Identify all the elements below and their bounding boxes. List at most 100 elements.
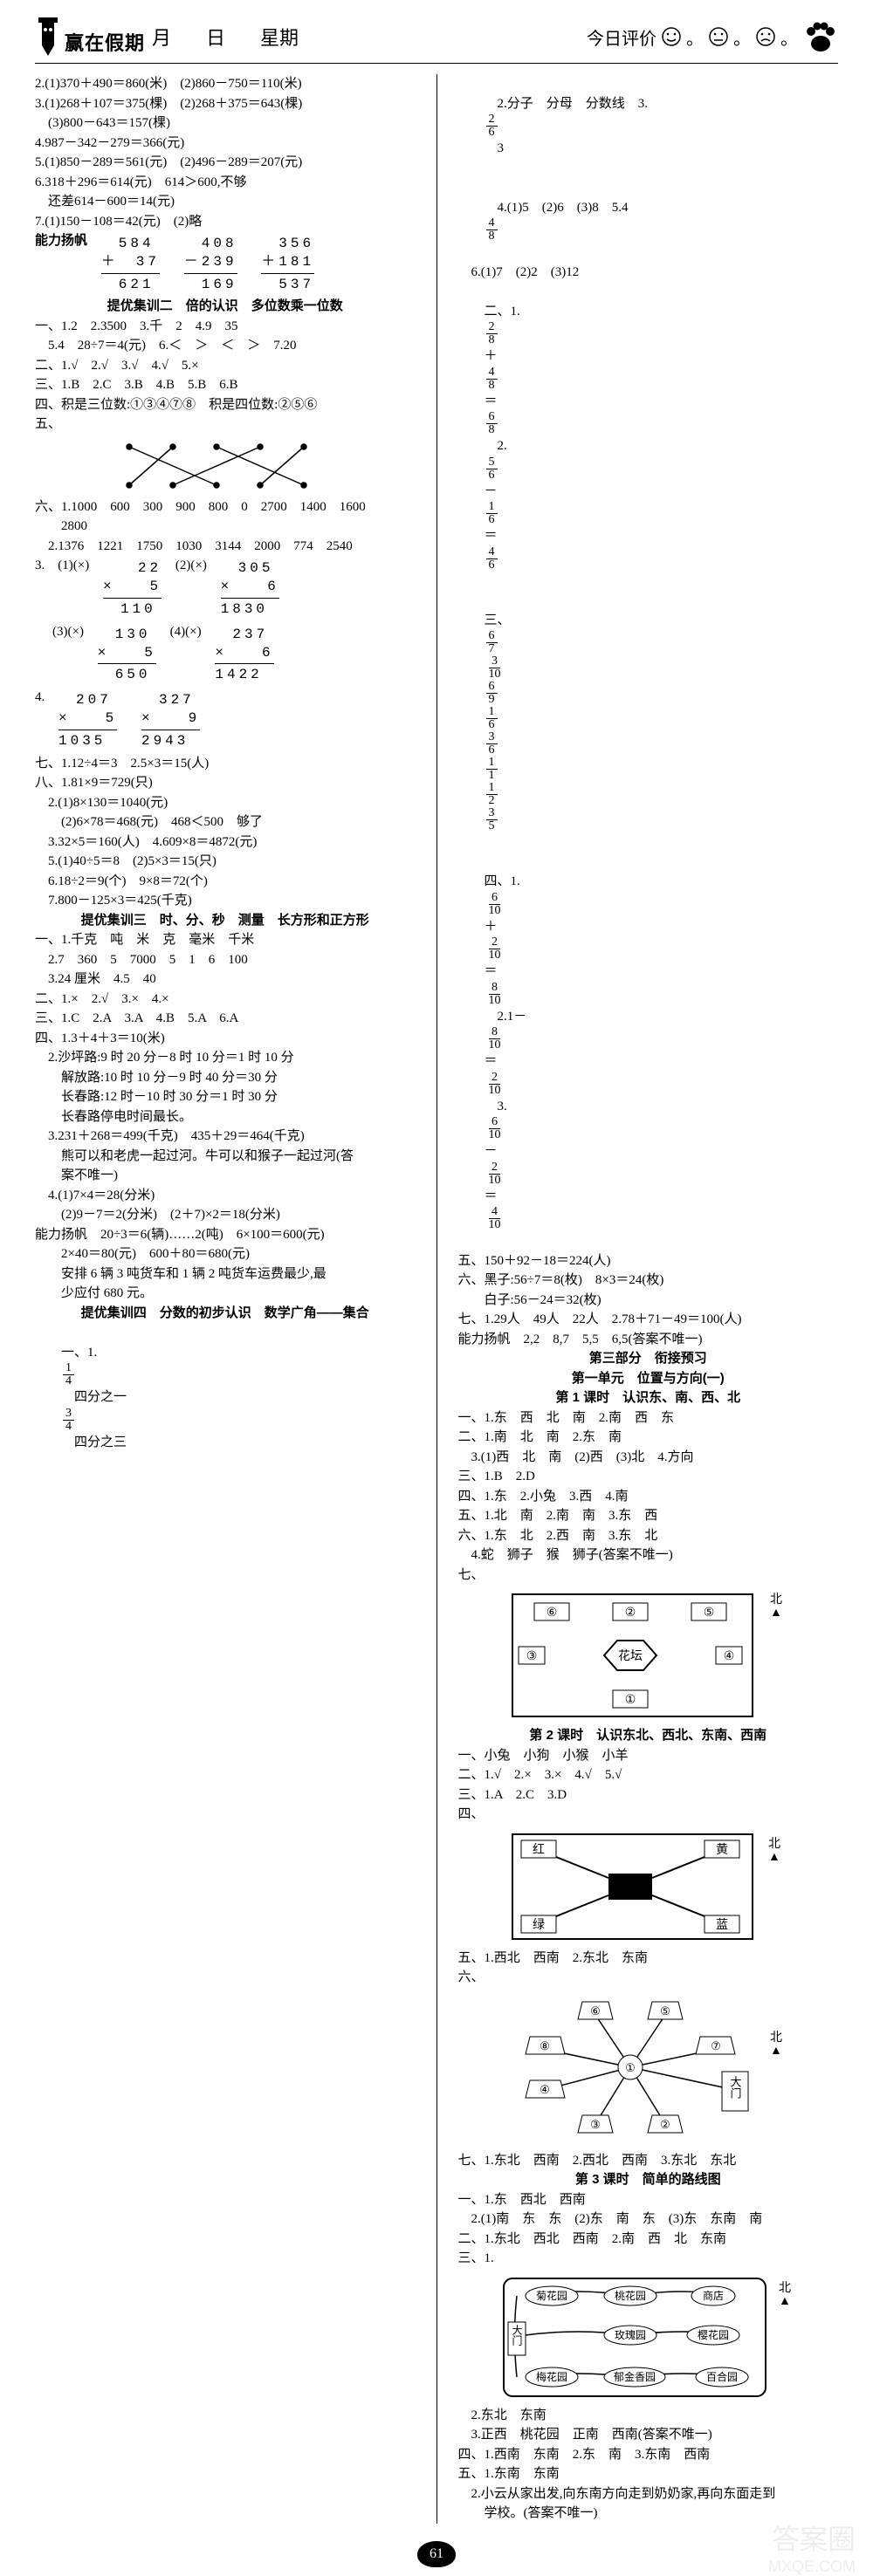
pre: 2.1－ xyxy=(485,1010,527,1024)
logo: 赢在假期 xyxy=(35,17,145,56)
frac-line: 一、1. 14 四分之一 34 四分之三 xyxy=(35,1323,416,1472)
vc-label: (3)(×) xyxy=(52,625,84,639)
text-line: 2×40＝80(元) 600＋80＝680(元) xyxy=(35,1244,416,1264)
dot2: 。 xyxy=(733,24,751,50)
node-label: ④ xyxy=(540,2083,550,2096)
fraction: 69 xyxy=(486,681,498,706)
fraction: 35 xyxy=(486,807,498,832)
text-line: 六、1.1000 600 300 900 800 0 2700 1400 160… xyxy=(35,497,416,517)
text-line: 2.7 360 5 7000 5 1 6 100 xyxy=(35,950,416,970)
text-line: 2800 xyxy=(35,517,416,537)
vc-row: × 5 xyxy=(58,709,117,728)
eq: ＝ xyxy=(485,964,498,978)
fraction: 26 xyxy=(486,113,498,139)
text-line: 一、1.东 西北 西南 xyxy=(458,2190,839,2210)
fraction: 48 xyxy=(486,367,498,392)
vc-rule xyxy=(221,598,279,599)
lines-top: 2.(1)370＋490＝860(米) (2)860－750＝110(米) 3.… xyxy=(35,74,416,231)
fraction: 14 xyxy=(63,1362,74,1387)
fraction: 46 xyxy=(486,546,498,572)
text-line: 6.(1)7 (2)2 (3)12 xyxy=(458,263,839,283)
text-line: 2.1376 1221 1750 1030 3144 2000 774 2540 xyxy=(35,537,416,557)
pre: 3. xyxy=(485,1100,507,1113)
vertical-calc: 327 × 9 2943 xyxy=(141,691,200,750)
frac-line: 2.分子 分母 分数线 3. 26 3 xyxy=(458,74,839,178)
text-line: 3.32×5＝160(人) 4.609×8＝4872(元) xyxy=(35,832,416,853)
vc-label: (2)(×) xyxy=(175,558,207,572)
op: ＋ xyxy=(485,920,498,934)
text-line: 还差614－600＝14(元) xyxy=(35,192,416,212)
text-line: 3.24 厘米 4.5 40 xyxy=(35,969,416,990)
op: － xyxy=(485,1144,498,1158)
fraction: 28 xyxy=(486,321,498,346)
text-line: 能力扬帆 2,2 8,7 5,5 6,5(答案不唯一) xyxy=(458,1330,839,1350)
vc-label: (4)(×) xyxy=(170,625,202,639)
text-line: 五、150＋92－18＝224(人) xyxy=(458,1251,839,1271)
vc-row: ＋181 xyxy=(261,253,314,271)
column-divider xyxy=(436,74,437,2524)
text-line: 一、1.东 西 北 南 2.南 西 东 xyxy=(458,1408,839,1428)
node-label: ② xyxy=(660,2118,670,2131)
vertical-calc: 22 × 5 110 xyxy=(103,559,162,618)
text-line: 二、1.南 北 南 2.东 南 xyxy=(458,1428,839,1448)
lesson2-title: 第 2 课时 认识东北、西北、东南、西南 xyxy=(458,1726,839,1746)
text-line: 一、1.千克 吨 米 克 毫米 千米 xyxy=(35,930,416,950)
flowerbed-diagram: 北 ▲ ⑥ ② ⑤ ③ 花坛 ④ ① xyxy=(508,1590,787,1721)
map-label: 郁金香园 xyxy=(614,2370,656,2383)
map-label: 玫瑰园 xyxy=(615,2328,646,2341)
text-line: 6.318＋296＝614(元) 614＞600,不够 xyxy=(35,173,416,193)
fraction: 12 xyxy=(486,782,498,807)
fraction: 16 xyxy=(486,501,498,526)
vc-row: 327 xyxy=(141,691,200,709)
fraction: 36 xyxy=(486,731,498,757)
sad-face-icon xyxy=(756,27,775,46)
text-line: 熊可以和老虎一起过河。牛可以和猴子一起过河(答 xyxy=(35,1147,416,1167)
lesson1-title: 第 1 课时 认识东、南、西、北 xyxy=(458,1388,839,1408)
text-line: 三、1.B 2.D xyxy=(458,1467,839,1487)
text-line: 六、1.东 北 2.西 南 3.东 北 xyxy=(458,1526,839,1546)
text-line: 三、1.A 2.C 3.D xyxy=(458,1785,839,1805)
text-line: 二、1.× 2.√ 3.× 4.× xyxy=(35,990,416,1010)
text-line: 2.东北 东南 xyxy=(458,2406,839,2426)
section3-title: 提优集训三 时、分、秒 测量 长方形和正方形 xyxy=(35,911,416,931)
logo-text: 赢在假期 xyxy=(65,28,145,56)
op: － xyxy=(485,484,498,498)
map-label: 菊花园 xyxy=(536,2289,567,2302)
vc-row: 22 xyxy=(103,559,162,578)
left-column: 2.(1)370＋490＝860(米) (2)860－750＝110(米) 3.… xyxy=(35,74,416,2524)
vc-label: 4. xyxy=(35,690,45,704)
text-line: 七、1.29人 49人 22人 2.78＋71－49＝100(人) xyxy=(458,1310,839,1330)
text-line: 七、1.12÷4＝3 2.5×3＝15(人) xyxy=(35,754,416,774)
vertical-calc: 207 × 5 1035 xyxy=(58,691,117,750)
text-line: 6.18÷2＝9(个) 9×8＝72(个) xyxy=(35,872,416,892)
vc-row: 1422 xyxy=(215,666,273,684)
text-line: 四、1.3＋4＋3＝10(米) xyxy=(35,1029,416,1049)
text-line: 3.正西 桃花园 正南 西南(答案不唯一) xyxy=(458,2425,839,2445)
text-line: 4.蛇 狮子 猴 狮子(答案不唯一) xyxy=(458,1545,839,1565)
eq-line: 四、1. 610 ＋ 210 ＝ 810 2.1－ 810 ＝ 210 3. 6… xyxy=(458,853,839,1251)
vc-row: × 9 xyxy=(141,709,200,728)
fraction: 68 xyxy=(486,411,498,436)
node-label: ⑥ xyxy=(546,1607,558,1620)
fraction: 310 xyxy=(486,655,504,681)
page: 赢在假期 月 日 星期 今日评价 。 。 。 xyxy=(0,0,873,2576)
node-label: ⑤ xyxy=(704,1607,715,1620)
pencil-cartoon-icon xyxy=(35,17,61,56)
fraction: 810 xyxy=(486,1026,504,1052)
vertical-calc: 130 × 5 650 xyxy=(98,626,156,684)
date-line: 月 日 星期 xyxy=(152,23,299,51)
text-line: 三、1.B 2.C 3.B 4.B 5.B 6.B xyxy=(35,375,416,395)
fraction: 210 xyxy=(486,936,504,962)
part3-title: 第三部分 衔接预习 xyxy=(458,1349,839,1369)
text-line: 2.(1)370＋490＝860(米) (2)860－750＝110(米) xyxy=(35,74,416,94)
text-line: 二、1.√ 2.√ 3.√ 4.√ 5.× xyxy=(35,356,416,376)
fraction: 11 xyxy=(486,757,498,782)
text-line: 2.沙坪路:9 时 20 分－8 时 10 分＝1 时 10 分 xyxy=(35,1048,416,1068)
vc-row: 650 xyxy=(98,666,156,684)
text-line: 一、1.2 2.3500 3.千 2 4.9 35 xyxy=(35,317,416,337)
vertical-calc: 408 －239 169 xyxy=(184,235,237,293)
corner-label: 绿 xyxy=(533,1918,545,1932)
vc-row: × 6 xyxy=(221,578,279,596)
vcalc-row3: (3)(×) 130 × 5 650 (4)(×) 237 × 6 1422 xyxy=(35,622,416,688)
text-line: (2)6×78＝468(元) 468＜500 够了 xyxy=(35,812,416,832)
